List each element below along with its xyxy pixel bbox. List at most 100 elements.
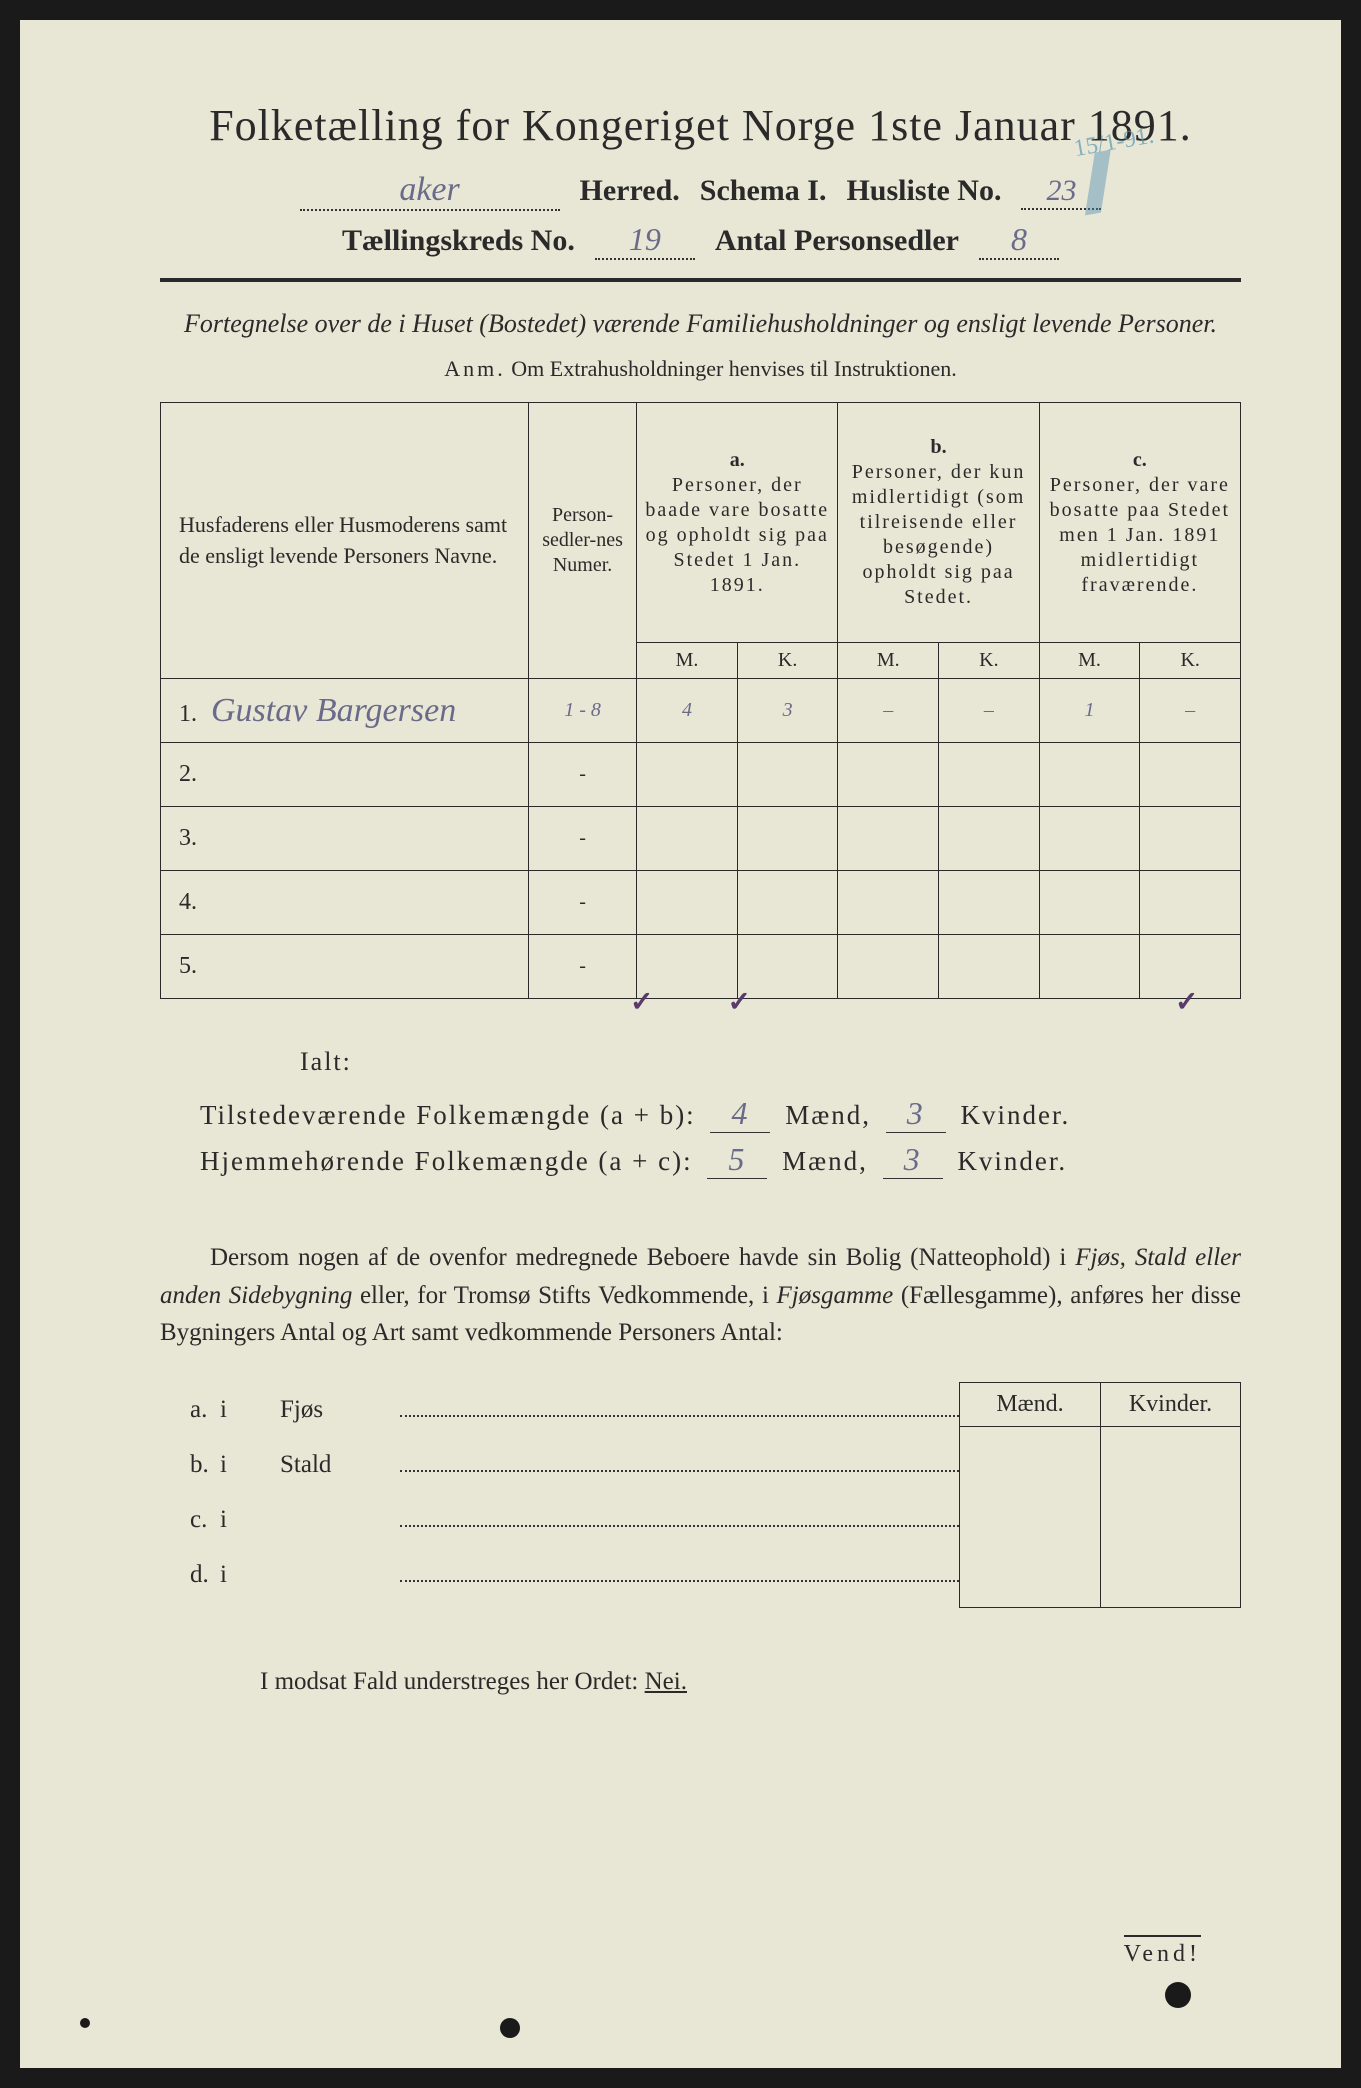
total-ab-m: 4: [710, 1095, 770, 1133]
cell-b-k: [939, 871, 1040, 935]
side-row: b.iStald: [160, 1437, 959, 1492]
anm-text: Om Extrahusholdninger henvises til Instr…: [511, 356, 956, 381]
cell-a-k: 3: [737, 679, 838, 743]
cell-c-m: [1039, 807, 1140, 871]
ink-spot: [80, 2018, 90, 2028]
check-a-m: ✓: [630, 987, 653, 1018]
cell-a-m: 4: [637, 679, 738, 743]
herred-value: aker: [300, 171, 560, 211]
cell-a-m: [637, 743, 738, 807]
nei-word: Nei.: [645, 1668, 687, 1695]
th-b: b. Personer, der kun midlertidigt (som t…: [838, 403, 1039, 643]
divider-1: [160, 278, 1241, 282]
side-building-paragraph: Dersom nogen af de ovenfor medregnede Be…: [160, 1239, 1241, 1352]
totals-line-1: Tilstedeværende Folkemængde (a + b): 4 M…: [200, 1095, 1241, 1133]
cell-c-m: [1039, 871, 1140, 935]
table-row: 2.-: [161, 743, 1241, 807]
nei-line: I modsat Fald understreges her Ordet: Ne…: [260, 1668, 1241, 1696]
cell-c-k: –: [1140, 679, 1241, 743]
check-c-k: ✓: [1175, 987, 1198, 1018]
side-row: a.iFjøs: [160, 1382, 959, 1437]
side-building-table: a.iFjøsb.iStaldc.id.i Mænd. Kvinder.: [160, 1382, 1241, 1608]
side-col-kvinder: Kvinder.: [1100, 1383, 1240, 1607]
husliste-value: 23: [1021, 174, 1101, 210]
anm-line: Anm. Om Extrahusholdninger henvises til …: [160, 356, 1241, 382]
vend-label: Vend!: [1124, 1935, 1201, 1968]
th-names: Husfaderens eller Husmoderens samt de en…: [161, 403, 529, 679]
kreds-label: Tællingskreds No.: [342, 224, 575, 258]
totals-line-2: Hjemmehørende Folkemængde (a + c): 5 Mæn…: [200, 1141, 1241, 1179]
row-name-cell: 2.: [161, 743, 529, 807]
table-row: 4.-: [161, 871, 1241, 935]
kreds-value: 19: [595, 221, 695, 260]
row-num: -: [528, 871, 636, 935]
th-c: c. Personer, der vare bosatte paa Stedet…: [1039, 403, 1240, 643]
side-left: a.iFjøsb.iStaldc.id.i: [160, 1382, 959, 1608]
cell-a-m: [637, 807, 738, 871]
cell-c-m: [1039, 935, 1140, 999]
cell-c-k: [1140, 743, 1241, 807]
check-a-k: ✓: [727, 987, 750, 1018]
row-name-cell: 3.: [161, 807, 529, 871]
side-right: Mænd. Kvinder.: [959, 1382, 1241, 1608]
th-b-k: K.: [939, 643, 1040, 679]
ink-spot: [1165, 1982, 1191, 2008]
side-row: d.i: [160, 1547, 959, 1602]
row-name-cell: 5.: [161, 935, 529, 999]
cell-b-m: [838, 935, 939, 999]
cell-a-m: [637, 871, 738, 935]
main-table: Husfaderens eller Husmoderens samt de en…: [160, 402, 1241, 999]
cell-b-k: –: [939, 679, 1040, 743]
cell-b-m: [838, 871, 939, 935]
husliste-label: Husliste No.: [846, 174, 1001, 208]
cell-b-m: [838, 743, 939, 807]
cell-b-k: [939, 807, 1040, 871]
antal-label: Antal Personsedler: [715, 224, 959, 258]
th-c-m: M.: [1039, 643, 1140, 679]
th-a: a. Personer, der baade vare bosatte og o…: [637, 403, 838, 643]
cell-c-m: [1039, 743, 1140, 807]
row-num: 1 - 8: [528, 679, 636, 743]
side-col-maend: Mænd.: [960, 1383, 1100, 1607]
cell-b-k: [939, 743, 1040, 807]
cell-a-k: [737, 807, 838, 871]
th-c-k: K.: [1140, 643, 1241, 679]
total-ab-k: 3: [886, 1095, 946, 1133]
census-form-page: 15/1-91. /// Folketælling for Kongeriget…: [20, 20, 1341, 2068]
row-num: -: [528, 807, 636, 871]
cell-a-k: [737, 935, 838, 999]
schema-label: Schema I.: [700, 174, 827, 208]
cell-b-m: –: [838, 679, 939, 743]
cell-a-k: [737, 871, 838, 935]
person-name: Gustav Bargersen: [211, 692, 456, 729]
row-name-cell: 4.: [161, 871, 529, 935]
header-line-2: Tællingskreds No. 19 Antal Personsedler …: [160, 221, 1241, 260]
cell-b-k: [939, 935, 1040, 999]
form-title: Folketælling for Kongeriget Norge 1ste J…: [160, 100, 1241, 151]
th-a-k: K.: [737, 643, 838, 679]
subtitle: Fortegnelse over de i Huset (Bostedet) v…: [160, 306, 1241, 342]
cell-a-k: [737, 743, 838, 807]
th-numer: Person-sedler-nes Numer.: [528, 403, 636, 679]
herred-label: Herred.: [580, 174, 680, 208]
total-ac-m: 5: [707, 1141, 767, 1179]
table-row: 3.-: [161, 807, 1241, 871]
th-b-m: M.: [838, 643, 939, 679]
ink-spot: [500, 2018, 520, 2038]
cell-b-m: [838, 807, 939, 871]
side-row: c.i: [160, 1492, 959, 1547]
header-line-1: aker Herred. Schema I. Husliste No. 23: [160, 171, 1241, 211]
table-row: 5.-: [161, 935, 1241, 999]
row-name-cell: 1. Gustav Bargersen: [161, 679, 529, 743]
antal-value: 8: [979, 221, 1059, 260]
cell-c-k: [1140, 807, 1241, 871]
cell-c-m: 1: [1039, 679, 1140, 743]
ialt-label: Ialt:: [300, 1047, 1241, 1077]
anm-label: Anm.: [444, 356, 506, 381]
cell-c-k: [1140, 871, 1241, 935]
table-row: 1. Gustav Bargersen1 - 843––1–: [161, 679, 1241, 743]
row-num: -: [528, 935, 636, 999]
th-a-m: M.: [637, 643, 738, 679]
total-ac-k: 3: [883, 1141, 943, 1179]
row-num: -: [528, 743, 636, 807]
